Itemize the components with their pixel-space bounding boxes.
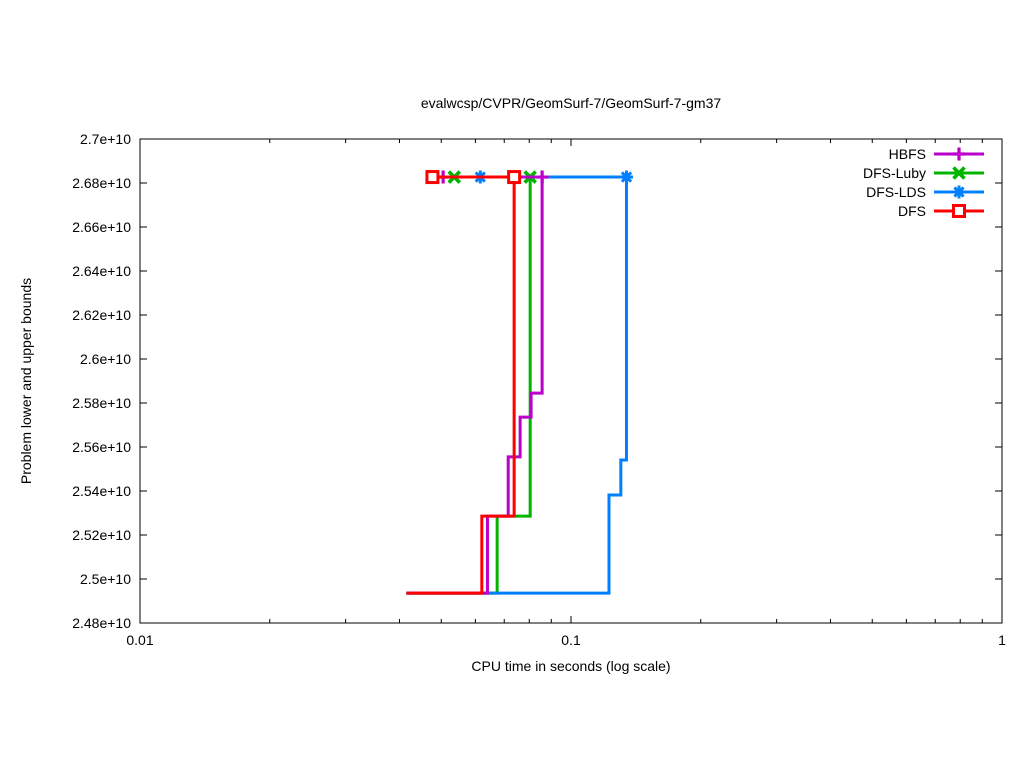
legend-item-dfs: DFS [898, 203, 984, 219]
series-hbfs [406, 170, 549, 595]
y-tick-label: 2.64e+10 [72, 263, 131, 279]
series-group [406, 170, 633, 595]
x-tick-label: 0.1 [561, 632, 581, 648]
y-tick-label: 2.52e+10 [72, 527, 131, 543]
dfs-luby-lower-bound-line [406, 177, 532, 595]
y-tick-label: 2.62e+10 [72, 307, 131, 323]
y-tick-label: 2.6e+10 [80, 351, 131, 367]
x-tick-label: 0.01 [126, 632, 153, 648]
legend: HBFS DFS-Luby DFS-LDS DFS [863, 146, 984, 219]
hbfs-lower-bound-line [406, 177, 544, 595]
legend-marker-dfs-luby [952, 166, 966, 180]
y-tick-label: 2.7e+10 [80, 131, 131, 147]
dfs-lds-lower-bound-line [406, 177, 628, 595]
y-axis-label: Problem lower and upper bounds [18, 278, 34, 484]
legend-label-hbfs: HBFS [889, 146, 926, 162]
legend-label-dfs-luby: DFS-Luby [863, 165, 926, 181]
legend-label-dfs-lds: DFS-LDS [866, 184, 926, 200]
y-tick-label: 2.56e+10 [72, 439, 131, 455]
dfs-marker [507, 170, 522, 185]
dfs-marker [425, 170, 440, 185]
legend-item-dfs-luby: DFS-Luby [863, 165, 984, 181]
series-dfs-lds [406, 170, 633, 595]
y-tick-label: 2.68e+10 [72, 175, 131, 191]
plot-border [139, 138, 1003, 624]
legend-item-dfs-lds: DFS-LDS [866, 184, 984, 200]
series-dfs-luby [406, 170, 537, 595]
legend-marker-hbfs [952, 147, 966, 161]
dfs-lower-bound-line [406, 177, 516, 595]
y-tick-label: 2.48e+10 [72, 615, 131, 631]
axes-group: 0.01 0.1 1 2.48e+10 2.5e+10 2.52e+10 2.54e+10 2… [72, 131, 1006, 648]
dfs-lds-marker [619, 170, 633, 184]
y-tick-label: 2.66e+10 [72, 219, 131, 235]
chart-title: evalwcsp/CVPR/GeomSurf-7/GeomSurf-7-gm37 [421, 95, 722, 111]
y-tick-label: 2.58e+10 [72, 395, 131, 411]
hbfs-marker [535, 170, 549, 184]
legend-item-hbfs: HBFS [889, 146, 984, 162]
legend-label-dfs: DFS [898, 203, 926, 219]
legend-marker-dfs [952, 204, 966, 218]
y-tick-label: 2.54e+10 [72, 483, 131, 499]
legend-marker-dfs-lds [952, 185, 966, 199]
y-tick-label: 2.5e+10 [80, 571, 131, 587]
series-dfs [406, 170, 522, 595]
x-axis-label: CPU time in seconds (log scale) [471, 658, 670, 674]
x-tick-label: 1 [998, 632, 1006, 648]
